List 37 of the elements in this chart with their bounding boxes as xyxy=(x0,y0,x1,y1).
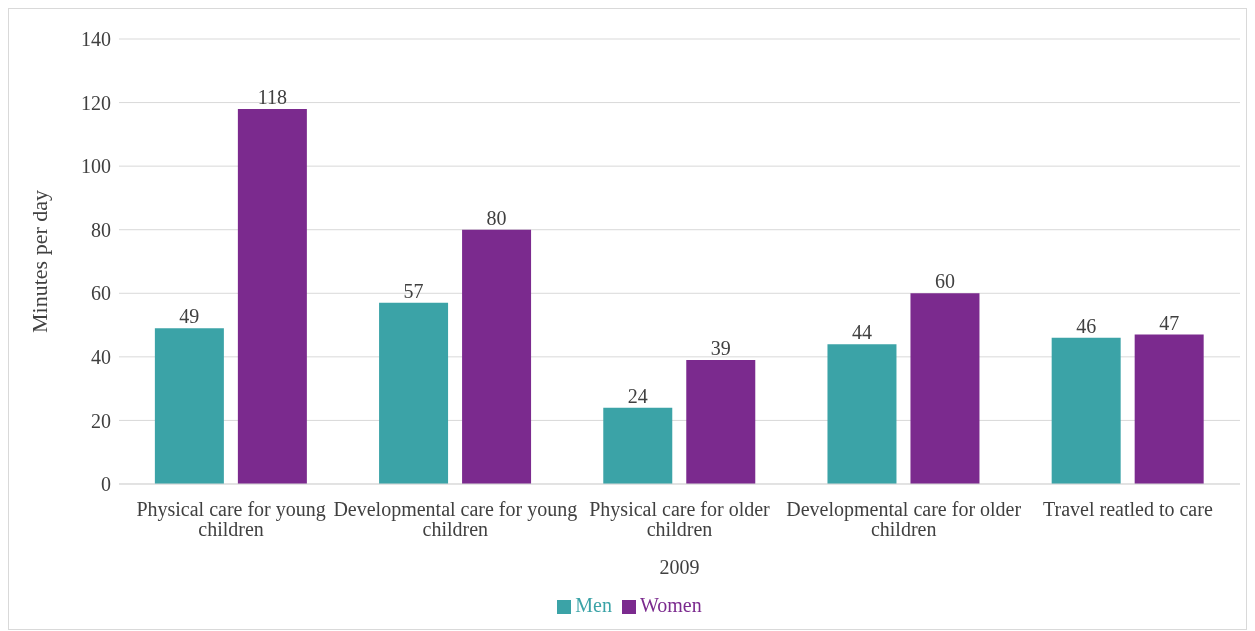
bar xyxy=(603,407,673,484)
bar xyxy=(827,344,897,484)
data-label: 49 xyxy=(179,305,200,328)
bar xyxy=(462,229,532,484)
data-label: 60 xyxy=(934,270,955,293)
x-axis-title: 2009 xyxy=(659,556,700,578)
x-tick-label: Travel reatled to care xyxy=(1043,498,1213,521)
y-tick-label: 0 xyxy=(101,473,111,496)
y-tick-label: 120 xyxy=(81,91,111,114)
data-label: 47 xyxy=(1159,311,1180,334)
y-axis-title: Minutes per day xyxy=(26,190,52,333)
data-label: 39 xyxy=(710,337,731,360)
legend-label: Women xyxy=(639,594,702,616)
bar xyxy=(686,360,756,484)
bar xyxy=(1051,337,1121,484)
bar xyxy=(1134,334,1204,484)
y-tick-label: 140 xyxy=(81,28,111,51)
y-tick-label: 20 xyxy=(91,409,111,432)
legend-label: Men xyxy=(575,594,612,616)
data-label: 44 xyxy=(851,321,872,344)
y-tick-label: 80 xyxy=(91,218,111,241)
bar xyxy=(379,302,449,484)
bar xyxy=(154,328,224,484)
y-tick-label: 100 xyxy=(81,155,111,178)
data-label: 80 xyxy=(486,206,507,229)
y-tick-label: 60 xyxy=(91,282,111,305)
y-tick-label: 40 xyxy=(91,345,111,368)
data-label: 24 xyxy=(627,384,648,407)
data-label: 118 xyxy=(257,85,287,108)
x-tick-label: Developmental care for older children xyxy=(786,498,1022,541)
bar xyxy=(910,293,980,484)
bar xyxy=(237,108,307,484)
x-tick-label: Physical care for young children xyxy=(136,498,326,541)
data-label: 46 xyxy=(1076,314,1097,337)
x-tick-label: Physical care for older children xyxy=(589,498,771,541)
x-tick-label: Developmental care for young children xyxy=(333,498,578,541)
data-label: 57 xyxy=(403,279,424,302)
